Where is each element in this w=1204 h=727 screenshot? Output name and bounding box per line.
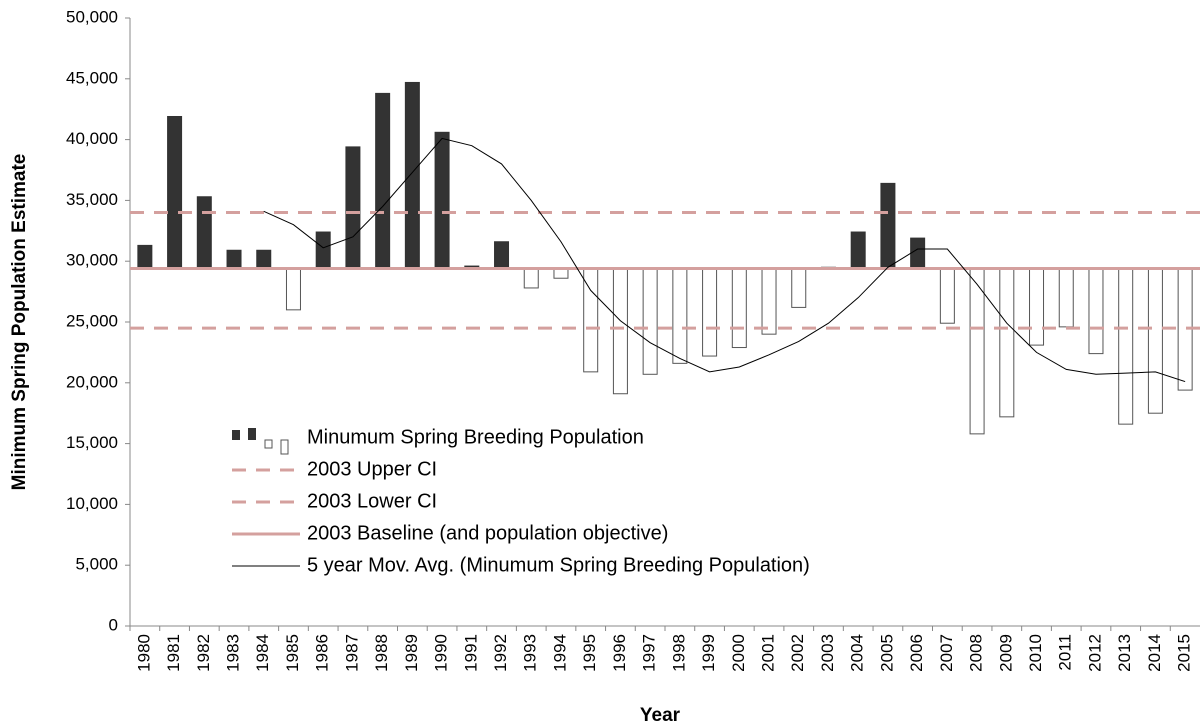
bar [315, 231, 331, 269]
legend-label: Minumum Spring Breeding Population [307, 426, 644, 448]
y-axis-label: Minimum Spring Population Estimate [9, 154, 30, 491]
bar [969, 267, 985, 435]
moving-average-line [263, 137, 1186, 383]
x-tick-label: 1980 [134, 634, 153, 672]
x-tick-label: 1990 [432, 634, 451, 672]
x-tick-label: 2011 [1056, 634, 1075, 671]
x-tick-label: 2005 [877, 634, 896, 672]
bar [375, 92, 391, 269]
y-tick-label: 20,000 [66, 372, 118, 391]
x-tick-label: 1998 [669, 634, 688, 672]
y-tick-label: 50,000 [66, 7, 118, 26]
x-tick-label: 2009 [996, 634, 1015, 672]
x-tick-label: 1991 [461, 634, 480, 672]
y-tick-label: 40,000 [66, 129, 118, 148]
bar [761, 267, 777, 335]
x-tick-label: 2004 [848, 634, 867, 672]
x-tick-label: 1993 [521, 634, 540, 672]
bar [137, 244, 153, 269]
bar [1058, 267, 1074, 328]
bar [850, 231, 866, 269]
y-tick-label: 45,000 [66, 68, 118, 87]
x-tick-label: 2000 [729, 634, 748, 672]
x-tick-label: 1987 [342, 634, 361, 672]
x-tick-label: 2008 [967, 634, 986, 672]
bar [612, 267, 628, 395]
y-tick-label: 35,000 [66, 190, 118, 209]
x-tick-label: 1986 [313, 634, 332, 672]
y-tick-label: 5,000 [75, 555, 118, 574]
x-tick-label: 2001 [759, 634, 778, 672]
x-tick-label: 1989 [402, 634, 421, 672]
x-axis-label: Year [640, 705, 681, 726]
bar [702, 267, 718, 357]
x-tick-label: 1992 [491, 634, 510, 672]
x-tick-label: 1982 [194, 634, 213, 672]
bar [167, 115, 183, 269]
y-tick-label: 15,000 [66, 433, 118, 452]
bar [523, 267, 539, 289]
bar [404, 81, 420, 269]
legend-label: 5 year Mov. Avg. (Minumum Spring Breedin… [307, 554, 810, 576]
bar [583, 267, 599, 373]
y-tick-label: 25,000 [66, 311, 118, 330]
bar [1088, 267, 1104, 355]
x-tick-label: 1999 [699, 634, 718, 672]
y-tick-label: 10,000 [66, 494, 118, 513]
y-tick-label: 30,000 [66, 251, 118, 270]
legend-label: 2003 Lower CI [307, 490, 437, 512]
x-tick-label: 2006 [907, 634, 926, 672]
bar [939, 267, 955, 324]
x-tick-label: 1995 [580, 634, 599, 672]
x-tick-label: 2007 [937, 634, 956, 672]
x-tick-label: 2012 [1085, 634, 1104, 672]
bar [999, 267, 1015, 418]
x-tick-label: 1981 [164, 634, 183, 672]
x-tick-label: 1985 [283, 634, 302, 672]
x-tick-label: 2013 [1115, 634, 1134, 672]
x-tick-label: 1988 [372, 634, 391, 672]
bar [910, 237, 926, 269]
bar [256, 249, 272, 269]
bar [285, 267, 301, 311]
legend-swatch [232, 430, 240, 440]
legend-label: 2003 Upper CI [307, 458, 437, 480]
x-tick-label: 1997 [640, 634, 659, 672]
legend-swatch [264, 439, 273, 449]
legend-label: 2003 Baseline (and population objective) [307, 522, 668, 544]
x-tick-label: 2003 [818, 634, 837, 672]
x-tick-label: 1983 [224, 634, 243, 672]
y-tick-label: 0 [109, 615, 118, 634]
bar [880, 182, 896, 269]
bar [434, 131, 450, 269]
x-tick-label: 1994 [550, 634, 569, 672]
x-tick-label: 2015 [1175, 634, 1194, 672]
bar [791, 267, 807, 308]
bar [642, 267, 658, 375]
bar [1118, 267, 1134, 425]
x-tick-label: 1996 [610, 634, 629, 672]
bar [226, 249, 242, 269]
bar [1147, 267, 1163, 414]
bar [345, 146, 361, 269]
x-tick-label: 2010 [1026, 634, 1045, 672]
legend-swatch [248, 428, 256, 440]
bar [494, 241, 510, 269]
bar [672, 267, 688, 364]
legend-swatch [280, 439, 289, 455]
x-tick-label: 2014 [1145, 634, 1164, 672]
x-tick-label: 2002 [788, 634, 807, 672]
bar [196, 196, 212, 269]
x-tick-label: 1984 [253, 634, 272, 672]
bar [1029, 267, 1045, 346]
bar [731, 267, 747, 349]
